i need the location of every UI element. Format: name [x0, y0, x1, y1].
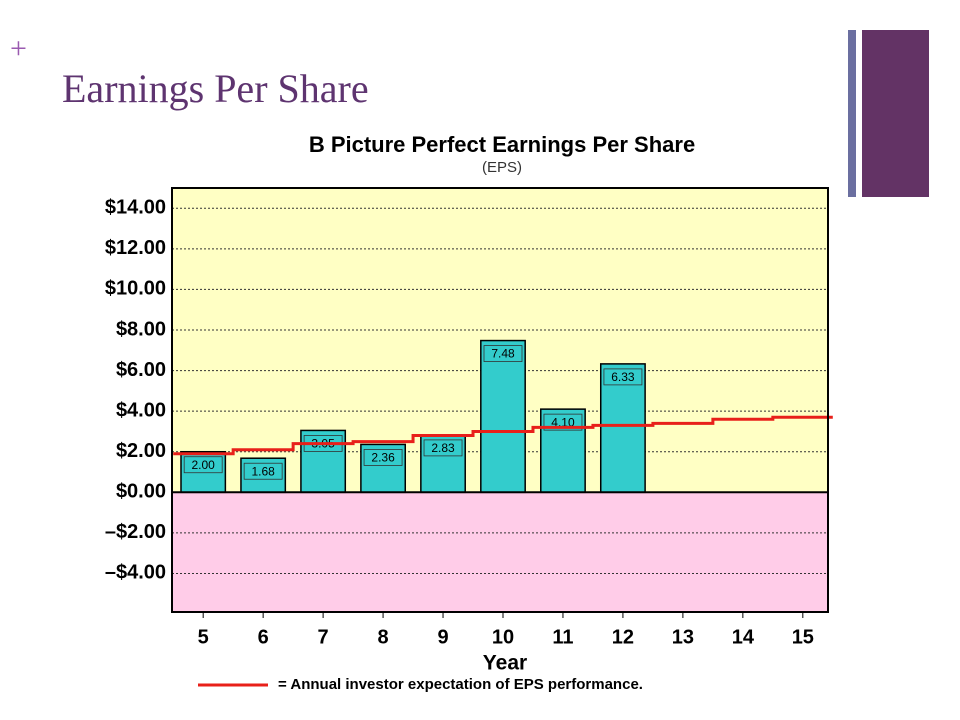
negative-zone [172, 492, 828, 612]
value-label-box [363, 449, 403, 466]
x-axis-label: Year [483, 652, 527, 675]
value-label-box [423, 439, 463, 457]
y-tick-label: –$4.00 [105, 562, 166, 584]
y-tick-label: $4.00 [116, 399, 166, 421]
x-tick-label: 7 [318, 626, 329, 648]
x-tick-label: 12 [612, 626, 634, 648]
value-label-box [183, 456, 223, 474]
x-tick-label: 15 [792, 626, 814, 648]
value-label: 2.00 [192, 458, 216, 472]
x-tick-label: 10 [492, 626, 514, 648]
value-label: 2.83 [431, 441, 455, 455]
plot-frame [171, 187, 829, 613]
y-tick-label: $14.00 [105, 197, 166, 219]
y-tick-label: $10.00 [105, 278, 166, 300]
y-tick-label: $0.00 [116, 481, 166, 503]
y-tick-label: $8.00 [116, 318, 166, 340]
legend-label: = Annual investor expectation of EPS per… [278, 676, 643, 693]
value-label: 6.33 [611, 370, 635, 384]
bar [599, 363, 646, 494]
value-label: 4.10 [551, 415, 575, 429]
chart-title: B Picture Perfect Earnings Per Share [309, 132, 695, 157]
bar [300, 429, 347, 494]
x-tick-label: 11 [552, 626, 573, 648]
bar [180, 450, 227, 494]
x-tick-label: 8 [378, 626, 389, 648]
x-tick-label: 9 [437, 626, 448, 648]
x-tick-label: 14 [732, 626, 755, 648]
expectation-line [173, 415, 833, 456]
accent-block [862, 30, 929, 197]
x-tick-label: 13 [672, 626, 694, 648]
y-tick-label: $6.00 [116, 359, 166, 381]
y-tick-label: $2.00 [116, 440, 166, 462]
value-label: 2.36 [371, 451, 395, 465]
value-label-box [603, 368, 643, 386]
x-tick-label: 5 [198, 626, 209, 648]
value-label: 1.68 [251, 464, 275, 478]
value-label: 7.48 [491, 347, 515, 361]
value-label-box [483, 345, 523, 362]
bar [540, 408, 586, 494]
value-label-box [543, 413, 583, 431]
chart-subtitle: (EPS) [482, 159, 522, 176]
bullet: + [10, 32, 27, 65]
bar [480, 339, 526, 494]
x-tick-label: 6 [258, 626, 269, 648]
value-label-box [243, 462, 283, 480]
accent-bar [848, 30, 856, 197]
chart: B Picture Perfect Earnings Per Share (EP… [52, 128, 845, 695]
slide-title: Earnings Per Share [62, 66, 369, 111]
y-tick-label: $12.00 [105, 237, 166, 259]
bar [420, 434, 466, 494]
y-tick-label: –$2.00 [105, 521, 166, 543]
